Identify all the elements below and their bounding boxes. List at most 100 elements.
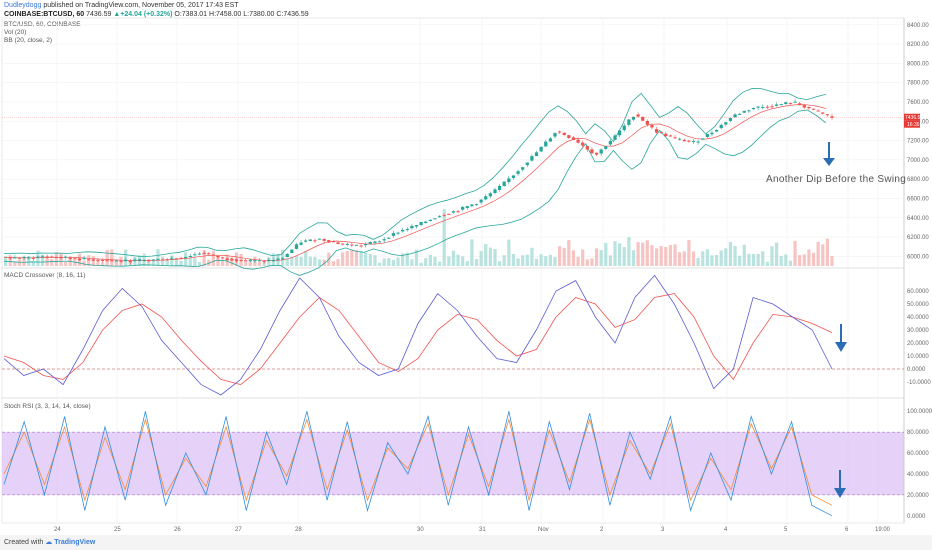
volume-bar xyxy=(207,259,211,266)
candle-body xyxy=(710,132,714,135)
volume-bar xyxy=(331,261,336,266)
volume-bar xyxy=(576,256,580,266)
candle-body xyxy=(511,175,516,178)
symbol-name: COINBASE:BTCUSD, 60 xyxy=(4,11,85,18)
candle-body xyxy=(631,116,636,120)
candle-body xyxy=(401,229,405,232)
volume-bar xyxy=(631,250,636,266)
candle-body xyxy=(821,112,825,114)
volume-bar xyxy=(613,241,617,266)
x-tick-label: 30 xyxy=(417,527,424,533)
candle-body xyxy=(608,141,613,145)
author-link[interactable]: Dudleydogg xyxy=(4,2,42,9)
candle-body xyxy=(553,133,557,137)
volume-bar xyxy=(511,254,516,266)
volume-bar xyxy=(770,246,774,266)
volume-bar xyxy=(798,255,802,266)
volume-bar xyxy=(525,254,529,266)
macd-tick-label: 0.0000 xyxy=(907,367,926,373)
macd-label: MACD Crossover (8, 16, 11) xyxy=(4,272,86,279)
volume-bar xyxy=(461,256,465,266)
price-tick-label: 7800.00 xyxy=(907,81,929,87)
candle-body xyxy=(105,260,109,262)
candle-body xyxy=(197,253,202,255)
volume-bar xyxy=(751,253,756,266)
footer-brand[interactable]: TradingView xyxy=(54,539,96,546)
candle-body xyxy=(488,193,492,197)
volume-bar xyxy=(719,250,723,266)
volume-bar xyxy=(341,252,345,266)
candle-body xyxy=(830,116,834,118)
volume-bar xyxy=(747,253,751,266)
candle-body xyxy=(345,243,349,245)
volume-bar xyxy=(96,260,100,266)
candle-body xyxy=(114,260,119,262)
candle-body xyxy=(470,204,474,207)
macd-tick-label: -10.0000 xyxy=(907,380,931,386)
candle-body xyxy=(516,171,520,174)
volume-bar xyxy=(368,254,372,266)
candle-body xyxy=(558,131,562,133)
pane-frame xyxy=(1,17,905,269)
candle-body xyxy=(497,185,502,190)
x-tick-label: 24 xyxy=(54,527,61,533)
candle-body xyxy=(179,257,183,259)
bb-basis-line xyxy=(3,104,826,262)
macd-down-arrow-icon xyxy=(835,342,847,352)
candle-body xyxy=(110,260,114,262)
volume-bar xyxy=(174,258,179,266)
candle-body xyxy=(414,225,419,227)
candle-body xyxy=(581,142,585,146)
candle-body xyxy=(248,259,252,261)
candle-body xyxy=(539,146,543,152)
candle-body xyxy=(474,204,479,206)
candle-body xyxy=(77,258,82,261)
volume-bar xyxy=(710,255,714,266)
volume-bar xyxy=(391,259,396,266)
volume-bar xyxy=(170,255,174,266)
stoch-label: Stoch RSI (3, 3, 14, 14, close) xyxy=(4,403,91,410)
candle-body xyxy=(779,104,783,106)
footer: Created with ☁ TradingView xyxy=(0,535,932,550)
candle-body xyxy=(604,146,608,149)
macd-tick-label: 40.0000 xyxy=(907,315,929,321)
volume-bar xyxy=(774,242,779,266)
volume-bar xyxy=(802,254,806,266)
price-tick-label: 8200.00 xyxy=(907,42,929,48)
last-price-tag xyxy=(904,113,920,121)
candle-body xyxy=(202,252,206,254)
volume-bar xyxy=(585,259,589,266)
candle-body xyxy=(456,211,460,213)
volume-bar xyxy=(571,250,576,266)
volume-bar xyxy=(447,256,451,266)
candle-body xyxy=(701,138,705,140)
volume-bar xyxy=(313,256,317,266)
volume-bar xyxy=(151,260,155,266)
stoch-tick-label: 80.0000 xyxy=(907,430,929,436)
volume-bar xyxy=(230,257,234,266)
candle-body xyxy=(544,141,548,147)
candle-body xyxy=(64,256,68,258)
volume-bar xyxy=(364,252,368,266)
candle-body xyxy=(285,253,289,258)
candle-body xyxy=(705,133,709,137)
candle-body xyxy=(410,225,414,229)
countdown-tag-text: 16:36 xyxy=(907,122,920,128)
chart-canvas[interactable]: 24 25 26 27 28 30 31 Nov 2 3 4 5 6 19:00 8400.00 8200.0… xyxy=(0,0,932,535)
volume-bar xyxy=(627,237,631,266)
candle-body xyxy=(156,258,160,260)
candle-body xyxy=(234,259,239,262)
volume-bar xyxy=(474,258,479,266)
candle-body xyxy=(211,254,215,256)
volume-bar xyxy=(784,254,788,266)
x-tick-label: 31 xyxy=(479,527,486,533)
volume-bar xyxy=(31,261,35,266)
volume-bar xyxy=(645,240,649,266)
volume-bar xyxy=(387,257,391,266)
candle-body xyxy=(174,258,179,260)
macd-signal-line xyxy=(3,293,833,386)
volume-bar xyxy=(405,252,409,266)
bb-upper-line xyxy=(3,88,826,258)
footer-created: Created with xyxy=(4,539,44,546)
volume-bar xyxy=(22,256,26,266)
